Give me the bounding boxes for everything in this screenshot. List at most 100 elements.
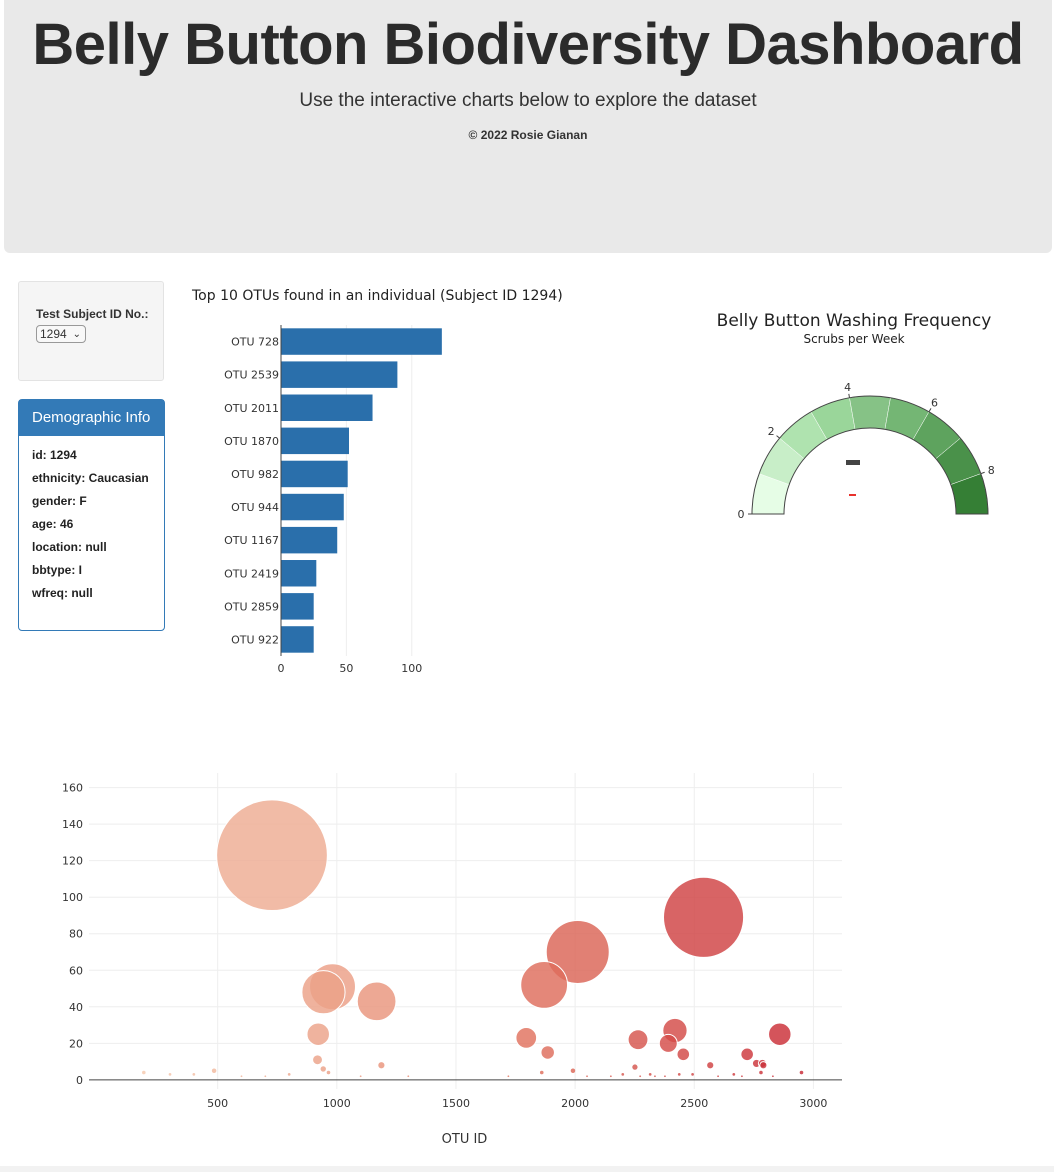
bar-category-label: OTU 728	[231, 336, 279, 349]
bubble-point	[627, 1029, 649, 1051]
bar-category-label: OTU 2859	[224, 600, 279, 613]
bubble-point	[540, 1045, 555, 1060]
bubble-point	[706, 1061, 715, 1070]
bubble-point	[621, 1073, 625, 1076]
bubble-chart[interactable]: 0 20 40 60 80 100 120 140 160 500 1000 1500 2000 2500…	[40, 765, 860, 1165]
bar-tick-label: 0	[278, 662, 285, 675]
bubble-y-tick-label: 60	[69, 964, 83, 977]
bar-mark	[281, 626, 314, 653]
bubble-point	[691, 1073, 694, 1076]
bubble-point	[648, 1073, 652, 1076]
demographic-row: location: null	[32, 540, 107, 554]
footer-strip	[0, 1166, 1054, 1172]
demographic-row: bbtype: I	[32, 563, 82, 577]
bar-category-label: OTU 2419	[224, 567, 279, 580]
bar-category-label: OTU 922	[231, 633, 279, 646]
demographic-row: gender: F	[32, 494, 87, 508]
bar-category-label: OTU 1870	[224, 435, 279, 448]
bubble-x-tick-label: 1000	[323, 1097, 351, 1110]
bubble-x-tick-label: 3000	[799, 1097, 827, 1110]
bubble-y-tick-label: 20	[69, 1037, 83, 1050]
bubble-point	[741, 1075, 743, 1078]
gauge-chart-title: Belly Button Washing Frequency	[716, 311, 992, 331]
bubble-point	[732, 1073, 736, 1076]
bubble-point	[192, 1073, 196, 1076]
bubble-point	[301, 970, 346, 1015]
bar-mark	[281, 394, 373, 421]
subject-id-dropdown[interactable]: 1294 ⌄	[36, 325, 86, 343]
bubble-point	[168, 1073, 172, 1076]
bubble-point	[507, 1075, 510, 1078]
gauge-chart[interactable]: 0 2 4 6 8	[690, 355, 1020, 530]
bubble-y-tick-label: 120	[62, 855, 83, 868]
bubble-y-tick-label: 140	[62, 818, 83, 831]
bubble-x-tick-label: 500	[207, 1097, 228, 1110]
bubble-point	[677, 1073, 681, 1076]
bubble-point	[320, 1066, 326, 1072]
bubble-point	[539, 1070, 544, 1075]
gauge-outline	[751, 395, 989, 515]
bubble-point	[759, 1061, 768, 1070]
bar-mark	[281, 361, 398, 388]
bar-category-label: OTU 944	[231, 501, 279, 514]
bar-category-label: OTU 2011	[224, 402, 279, 415]
bubble-point	[664, 1075, 666, 1078]
bubble-point	[717, 1075, 719, 1078]
bubble-point	[570, 1068, 576, 1073]
bubble-point	[306, 1022, 330, 1046]
bar-mark	[281, 460, 348, 488]
bubble-point	[799, 1070, 804, 1075]
bubble-x-tick-label: 2500	[680, 1097, 708, 1110]
gauge-tick	[848, 393, 851, 398]
subject-selector-well: Test Subject ID No.: 1294 ⌄	[18, 281, 164, 381]
bar-tick-label: 50	[339, 662, 353, 675]
bar-mark	[281, 427, 349, 455]
demographic-panel: Demographic Info id: 1294 ethnicity: Cau…	[18, 399, 165, 631]
bubble-point	[211, 1068, 217, 1073]
bubble-x-axis-title: OTU ID	[442, 1132, 488, 1147]
bubble-point	[356, 981, 397, 1022]
gauge-tick-label: 6	[931, 396, 938, 409]
bubble-x-tick-label: 2000	[561, 1097, 589, 1110]
bubble-point	[676, 1047, 691, 1062]
bubble-point	[768, 1022, 792, 1046]
bubble-y-tick-label: 0	[76, 1074, 83, 1087]
bubble-y-tick-label: 100	[62, 891, 83, 904]
bar-mark	[281, 493, 344, 521]
bubble-point	[663, 876, 745, 958]
bar-category-label: OTU 1167	[224, 534, 279, 547]
demographic-row: wfreq: null	[32, 586, 93, 600]
bubble-point	[515, 1027, 538, 1049]
bubble-point	[759, 1070, 763, 1075]
bar-mark	[281, 560, 317, 587]
gauge-chart-subtitle: Scrubs per Week	[803, 332, 905, 346]
bubble-point	[639, 1075, 642, 1078]
gauge-tick	[776, 435, 780, 439]
bubble-point	[586, 1075, 588, 1078]
copyright-text: © 2022 Rosie Gianan	[468, 128, 588, 142]
demographic-panel-title: Demographic Info	[19, 400, 164, 436]
bar-category-label: OTU 982	[231, 468, 279, 481]
gauge-tick	[980, 471, 985, 475]
demographic-panel-body: id: 1294 ethnicity: Caucasian gender: F …	[19, 436, 164, 605]
bubble-point	[142, 1070, 146, 1075]
bubble-point	[631, 1063, 639, 1071]
bar-mark	[281, 328, 442, 355]
bubble-x-tick-label: 1500	[442, 1097, 470, 1110]
gauge-tick-label: 2	[768, 425, 775, 438]
bubble-point	[520, 960, 569, 1009]
bubble-point	[240, 1075, 243, 1078]
bar-chart-title: Top 10 OTUs found in an individual (Subj…	[192, 288, 563, 304]
bubble-point	[407, 1075, 410, 1078]
bar-mark	[281, 593, 314, 620]
bubble-point	[771, 1075, 774, 1078]
gauge-needle	[846, 460, 860, 465]
page-title: Belly Button Biodiversity Dashboard	[32, 12, 1024, 77]
bubble-point	[545, 920, 610, 985]
bubble-y-tick-label: 80	[69, 928, 83, 941]
demographic-row: id: 1294	[32, 448, 77, 462]
bar-chart[interactable]: OTU 728 OTU 2539 OTU 2011 OTU 1870 OTU 982 OT…	[180, 315, 560, 680]
gauge-band	[849, 395, 891, 430]
page-subtitle: Use the interactive charts below to expl…	[299, 90, 757, 111]
gauge-tick-label: 0	[738, 508, 745, 521]
